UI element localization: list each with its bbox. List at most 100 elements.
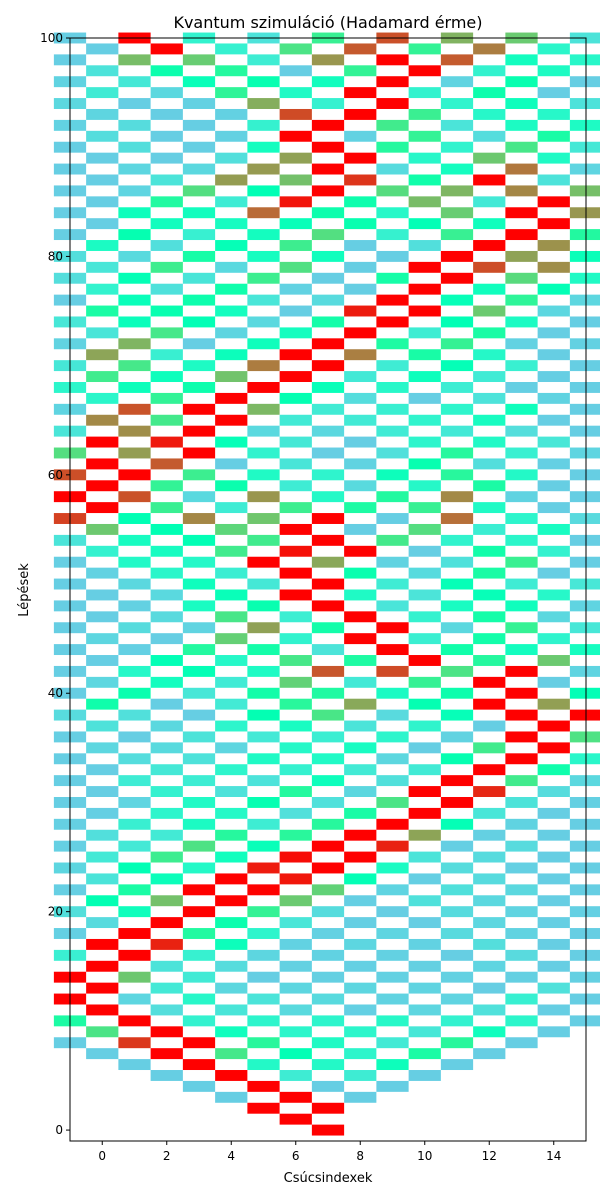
heatmap-cell [537,436,570,448]
heatmap-cell [86,676,119,688]
heatmap-cell [182,731,216,743]
heatmap-cell [537,1026,570,1038]
heatmap-cell [118,229,151,241]
heatmap-cell [440,272,474,284]
heatmap-cell [311,1102,345,1114]
heatmap-cell [537,218,570,230]
heatmap-cell [118,294,151,306]
heatmap-cell [182,229,216,241]
heatmap-cell [215,480,248,492]
heatmap-cell [440,906,474,918]
heatmap-cell [215,895,248,907]
heatmap-cell [344,851,377,863]
heatmap-cell [118,556,151,568]
heatmap-cell [311,98,345,109]
heatmap-cell [440,491,474,503]
y-tick-label: 20 [48,905,63,919]
heatmap-cell [182,425,216,437]
heatmap-cell [150,174,183,186]
heatmap-cell [311,54,345,66]
heatmap-cell [86,371,119,383]
heatmap-cell [440,578,474,590]
heatmap-cell [279,1048,312,1060]
heatmap-cell [247,578,280,590]
heatmap-cell [215,917,248,929]
heatmap-cell [215,807,248,819]
heatmap-cell [537,327,570,339]
heatmap-cell [215,196,248,208]
heatmap-cell [376,250,409,262]
heatmap-cell [86,305,119,317]
heatmap-cell [150,152,183,164]
heatmap-cell [408,130,441,142]
heatmap-cell [86,240,119,251]
heatmap-cell [473,655,506,666]
heatmap-cell [118,665,151,677]
heatmap-cell [279,829,312,841]
heatmap-cell [408,611,441,623]
heatmap-cell [408,1004,441,1016]
heatmap-cell [440,229,474,241]
heatmap-cell [537,371,570,383]
heatmap-cell [215,1048,248,1060]
heatmap-cell [215,764,248,776]
heatmap-cell [376,665,409,677]
heatmap-cell [182,906,216,918]
heatmap-cell [311,1080,345,1092]
heatmap-cell [86,480,119,492]
heatmap-cell [440,534,474,546]
heatmap-cell [505,818,538,830]
heatmap-cell [440,360,474,372]
heatmap-cell [344,786,377,797]
heatmap-cell [215,43,248,55]
heatmap-cell [569,425,600,437]
heatmap-cell [311,731,345,743]
heatmap-cell [376,272,409,284]
heatmap-cell [247,709,280,721]
heatmap-cell [505,753,538,765]
heatmap-cell [247,163,280,175]
heatmap-cell [215,327,248,339]
heatmap-cell [569,119,600,131]
heatmap-cell [118,884,151,896]
heatmap-cell [537,392,570,404]
y-axis-label: Lépések [17,563,32,617]
heatmap-cell [118,272,151,284]
heatmap-cell [311,513,345,524]
heatmap-cell [150,196,183,208]
heatmap-cell [376,513,409,524]
heatmap-cell [505,687,538,699]
heatmap-cell [505,141,538,153]
heatmap-cell [376,906,409,918]
heatmap-cell [311,1037,345,1049]
heatmap-cell [86,938,119,950]
heatmap-cell [440,316,474,328]
heatmap-cell [247,469,280,481]
heatmap-cell [279,917,312,929]
heatmap-cell [505,513,538,524]
heatmap-cell [344,742,377,754]
heatmap-cell [569,687,600,699]
heatmap-cell [569,185,600,197]
heatmap-cell [473,414,506,426]
heatmap-cell [182,578,216,590]
heatmap-cell [279,65,312,77]
x-tick-label: 4 [227,1149,235,1163]
heatmap-cell [505,949,538,961]
heatmap-cell [344,87,377,99]
heatmap-cell [376,818,409,830]
heatmap-cell [118,403,151,415]
heatmap-cell [376,207,409,219]
heatmap-cell [376,687,409,699]
heatmap-cell [505,665,538,677]
heatmap-cell [537,240,570,251]
heatmap-cell [505,425,538,437]
heatmap-cell [473,108,506,120]
heatmap-cell [344,1026,377,1038]
heatmap-cell [440,622,474,634]
heatmap-cell [473,829,506,841]
heatmap-cell [279,545,312,557]
heatmap-cell [569,403,600,415]
heatmap-cell [408,43,441,55]
heatmap-cell [247,622,280,634]
